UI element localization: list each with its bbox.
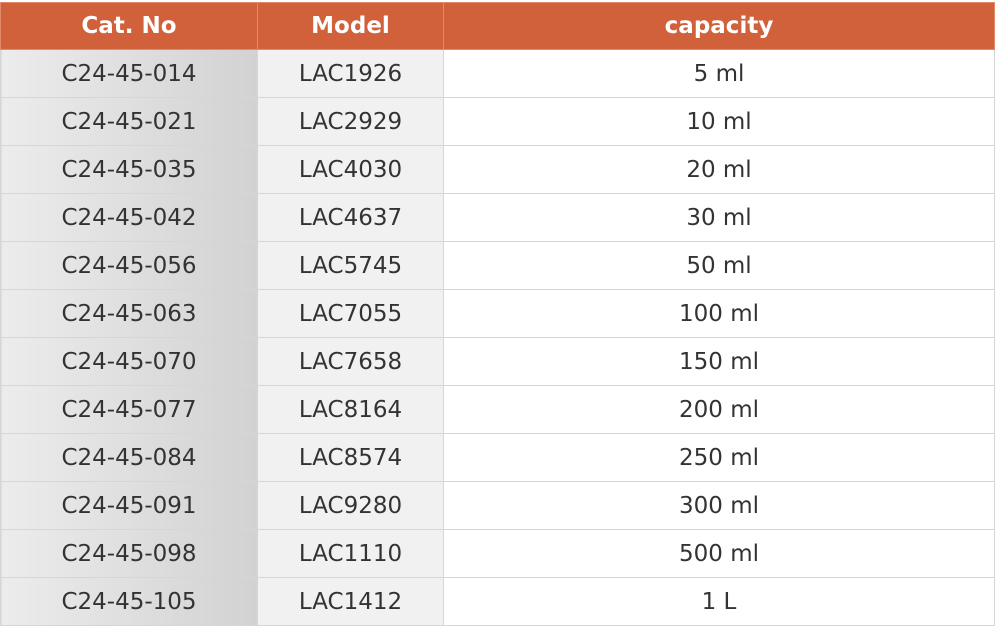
table-cell: LAC4637: [257, 193, 444, 242]
table-row: C24-45-021 LAC2929 10 ml: [0, 97, 995, 146]
table-cell: C24-45-091: [0, 481, 258, 530]
header-cell: Cat. No: [0, 2, 258, 50]
table-cell: C24-45-070: [0, 337, 258, 386]
table-cell: 500 ml: [443, 529, 995, 578]
table-cell: C24-45-063: [0, 289, 258, 338]
table-cell: 20 ml: [443, 145, 995, 194]
table-row: C24-45-105 LAC1412 1 L: [0, 577, 995, 626]
table-cell: 50 ml: [443, 241, 995, 290]
table-cell: 1 L: [443, 577, 995, 626]
table-cell: 300 ml: [443, 481, 995, 530]
header-cell: capacity: [443, 2, 995, 50]
table-cell: LAC1110: [257, 529, 444, 578]
header-row: Cat. No Model capacity: [0, 2, 995, 50]
table-row: C24-45-091 LAC9280 300 ml: [0, 481, 995, 530]
table-cell: LAC1926: [257, 49, 444, 98]
table-row: C24-45-077 LAC8164 200 ml: [0, 385, 995, 434]
table-cell: C24-45-042: [0, 193, 258, 242]
table-row: C24-45-035 LAC4030 20 ml: [0, 145, 995, 194]
table-cell: C24-45-021: [0, 97, 258, 146]
table-row: C24-45-014 LAC1926 5 ml: [0, 49, 995, 98]
table-cell: 100 ml: [443, 289, 995, 338]
table-cell: C24-45-084: [0, 433, 258, 482]
table-cell: 250 ml: [443, 433, 995, 482]
table-cell: 30 ml: [443, 193, 995, 242]
table-cell: C24-45-105: [0, 577, 258, 626]
table-cell: LAC7658: [257, 337, 444, 386]
table-cell: C24-45-077: [0, 385, 258, 434]
table-cell: LAC4030: [257, 145, 444, 194]
table-cell: 200 ml: [443, 385, 995, 434]
table-row: C24-45-084 LAC8574 250 ml: [0, 433, 995, 482]
table-cell: C24-45-098: [0, 529, 258, 578]
table-cell: LAC1412: [257, 577, 444, 626]
table-cell: C24-45-056: [0, 241, 258, 290]
table-cell: LAC9280: [257, 481, 444, 530]
table-row: C24-45-056 LAC5745 50 ml: [0, 241, 995, 290]
table-cell: 150 ml: [443, 337, 995, 386]
table-cell: LAC2929: [257, 97, 444, 146]
table-cell: LAC7055: [257, 289, 444, 338]
table-cell: LAC8164: [257, 385, 444, 434]
header-cell: Model: [257, 2, 444, 50]
table-cell: C24-45-014: [0, 49, 258, 98]
table-cell: LAC8574: [257, 433, 444, 482]
table-body: C24-45-014 LAC1926 5 ml C24-45-021 LAC2929 10…: [0, 49, 995, 626]
table-cell: 5 ml: [443, 49, 995, 98]
table-cell: C24-45-035: [0, 145, 258, 194]
table-row: C24-45-070 LAC7658 150 ml: [0, 337, 995, 386]
table-cell: 10 ml: [443, 97, 995, 146]
table-row: C24-45-098 LAC1110 500 ml: [0, 529, 995, 578]
table-cell: LAC5745: [257, 241, 444, 290]
table-row: C24-45-042 LAC4637 30 ml: [0, 193, 995, 242]
table-row: C24-45-063 LAC7055 100 ml: [0, 289, 995, 338]
